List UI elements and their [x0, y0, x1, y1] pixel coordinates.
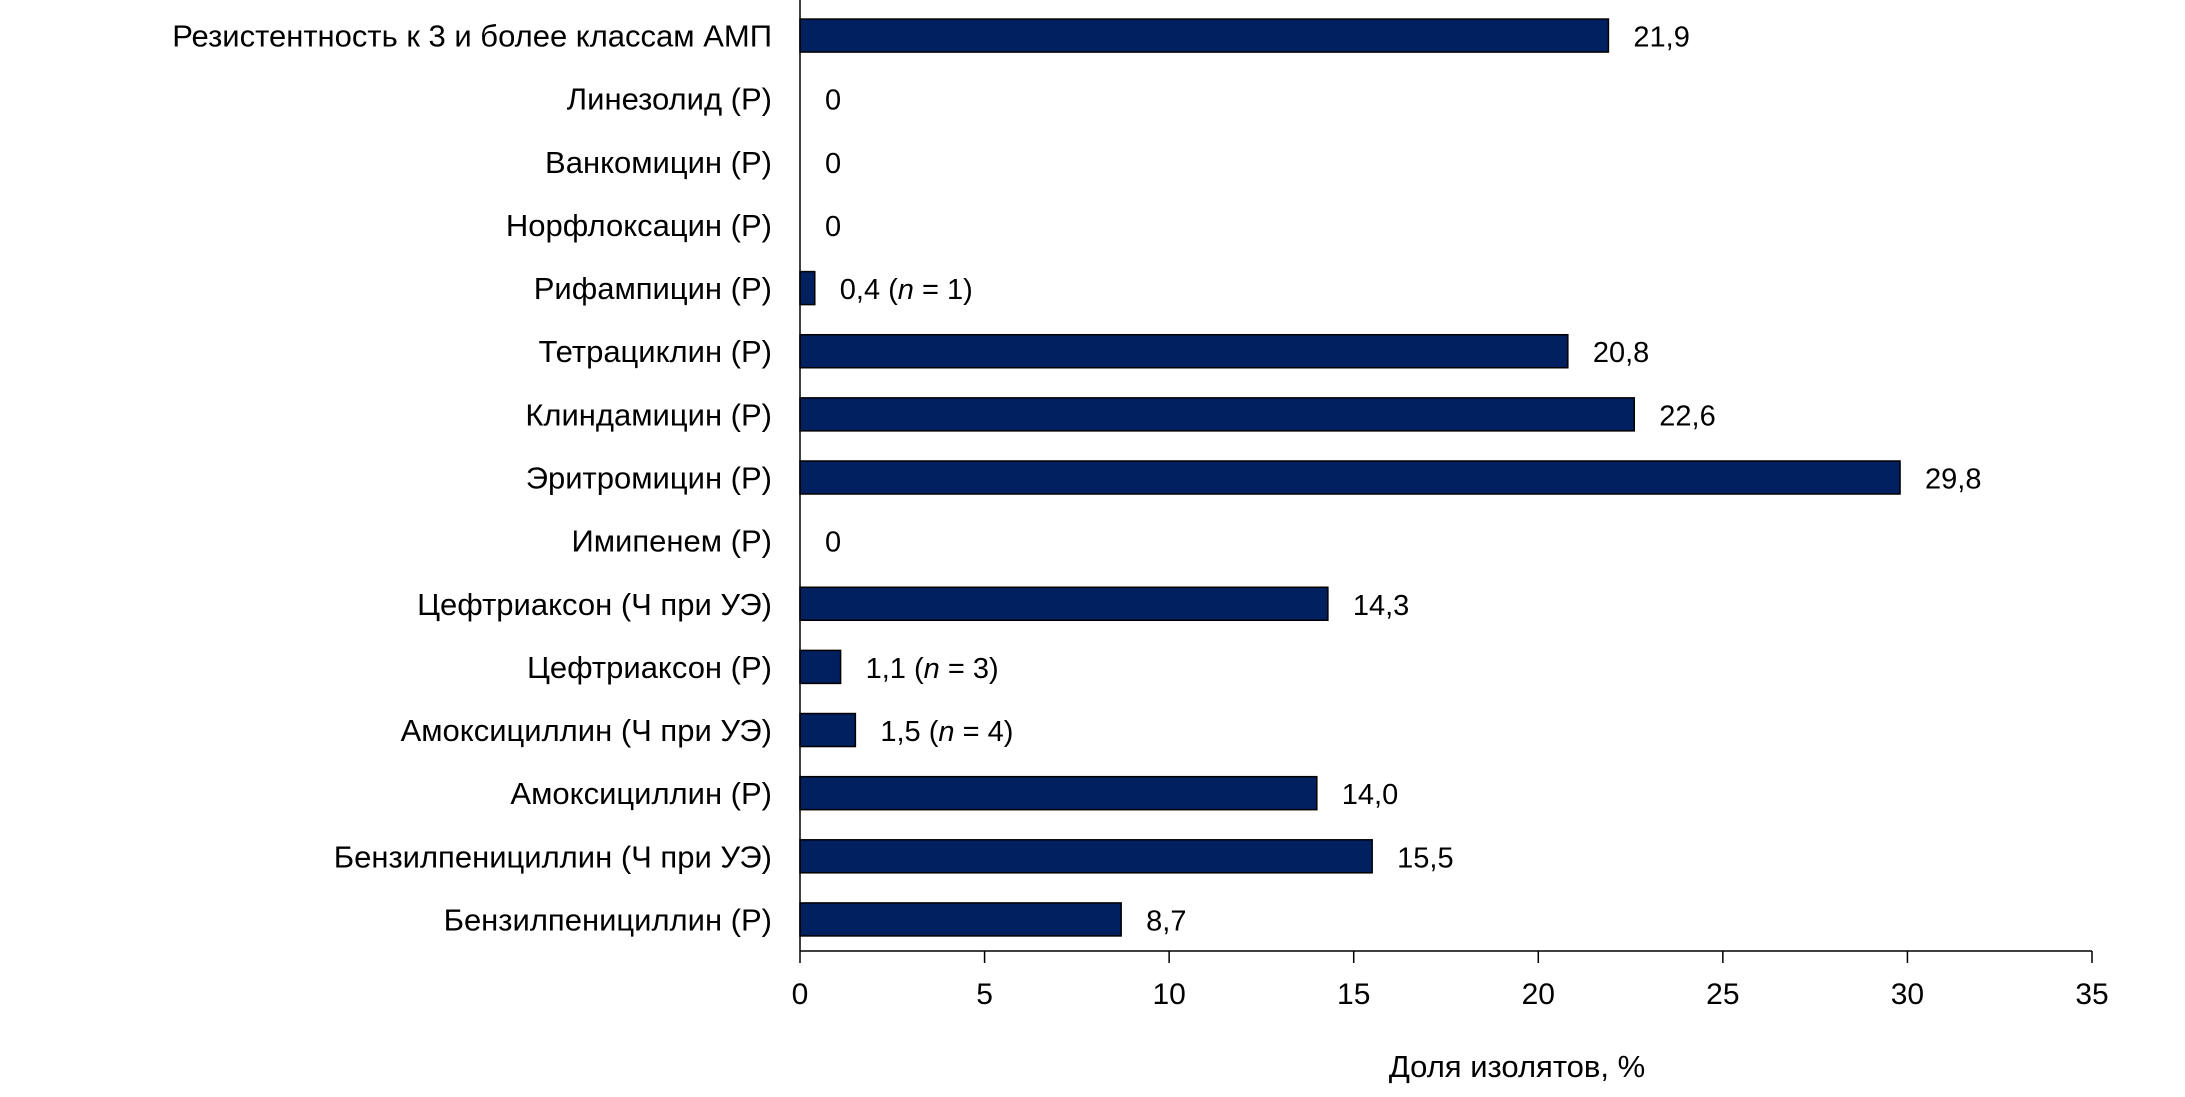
x-tick-label: 20	[1522, 978, 1555, 1011]
data-label: 29,8	[1925, 464, 1981, 496]
data-label: 0	[825, 527, 841, 559]
category-label: Линезолид (Р)	[567, 82, 772, 117]
data-label: 1,5 (n = 4)	[880, 716, 1013, 748]
x-tick-label: 5	[976, 978, 993, 1011]
data-label: 20,8	[1593, 337, 1649, 369]
category-label: Ванкомицин (Р)	[545, 145, 772, 180]
x-tick-label: 30	[1891, 978, 1924, 1011]
x-tick-label: 25	[1706, 978, 1739, 1011]
data-label: 1,1 (n = 3)	[866, 653, 999, 685]
axes: 0 5 10 15 20 25 30 35	[792, 0, 2109, 1011]
bar	[799, 333, 1569, 369]
category-label: Эритромицин (Р)	[526, 461, 772, 496]
data-label: 22,6	[1659, 400, 1715, 432]
data-label: 0,4 (n = 1)	[840, 274, 973, 306]
x-tick-label: 35	[2075, 978, 2108, 1011]
bar	[799, 649, 842, 685]
data-label: 15,5	[1397, 842, 1453, 874]
category-label: Тетрациклин (Р)	[538, 334, 772, 369]
data-label: 0	[825, 85, 841, 117]
bar	[799, 586, 1329, 622]
x-tick-label: 15	[1337, 978, 1370, 1011]
category-label: Резистентность к 3 и более классам АМП	[172, 19, 772, 54]
category-labels: Резистентность к 3 и более классам АМП Ли…	[172, 19, 772, 938]
data-label: 14,3	[1353, 590, 1409, 622]
category-label: Цефтриаксон (Ч при УЭ)	[417, 587, 772, 622]
bars-group	[799, 18, 1901, 937]
category-label: Амоксициллин (Р)	[510, 776, 772, 811]
bar	[799, 839, 1373, 874]
data-label: 14,0	[1342, 779, 1398, 811]
data-label: 0	[825, 211, 841, 243]
x-tick-label: 10	[1152, 978, 1185, 1011]
data-label: 21,9	[1633, 22, 1689, 54]
bar	[799, 397, 1636, 432]
bar	[799, 18, 1610, 53]
bar	[799, 712, 857, 748]
category-label: Бензилпенициллин (Ч при УЭ)	[334, 839, 772, 874]
category-label: Бензилпенициллин (Р)	[444, 902, 772, 937]
category-label: Рифампицин (Р)	[534, 271, 772, 306]
bar	[799, 902, 1122, 937]
bar	[799, 270, 816, 306]
category-label: Имипенем (Р)	[571, 524, 772, 559]
category-label: Амоксициллин (Ч при УЭ)	[401, 713, 772, 748]
x-tick-label: 0	[792, 978, 809, 1011]
data-labels: 21,9 0 0 0 0,4 (n = 1) 20,8 22,6 29,8 0 14,3 1,1 (…	[825, 22, 1981, 938]
category-label: Клиндамицин (Р)	[525, 397, 772, 432]
category-label: Цефтриаксон (Р)	[527, 650, 772, 685]
bar	[799, 775, 1318, 811]
bar	[799, 460, 1901, 495]
x-axis-label: Доля изолятов, %	[1389, 1049, 1645, 1084]
data-label: 0	[825, 148, 841, 180]
data-label: 8,7	[1146, 905, 1186, 937]
category-label: Норфлоксацин (Р)	[506, 208, 772, 243]
